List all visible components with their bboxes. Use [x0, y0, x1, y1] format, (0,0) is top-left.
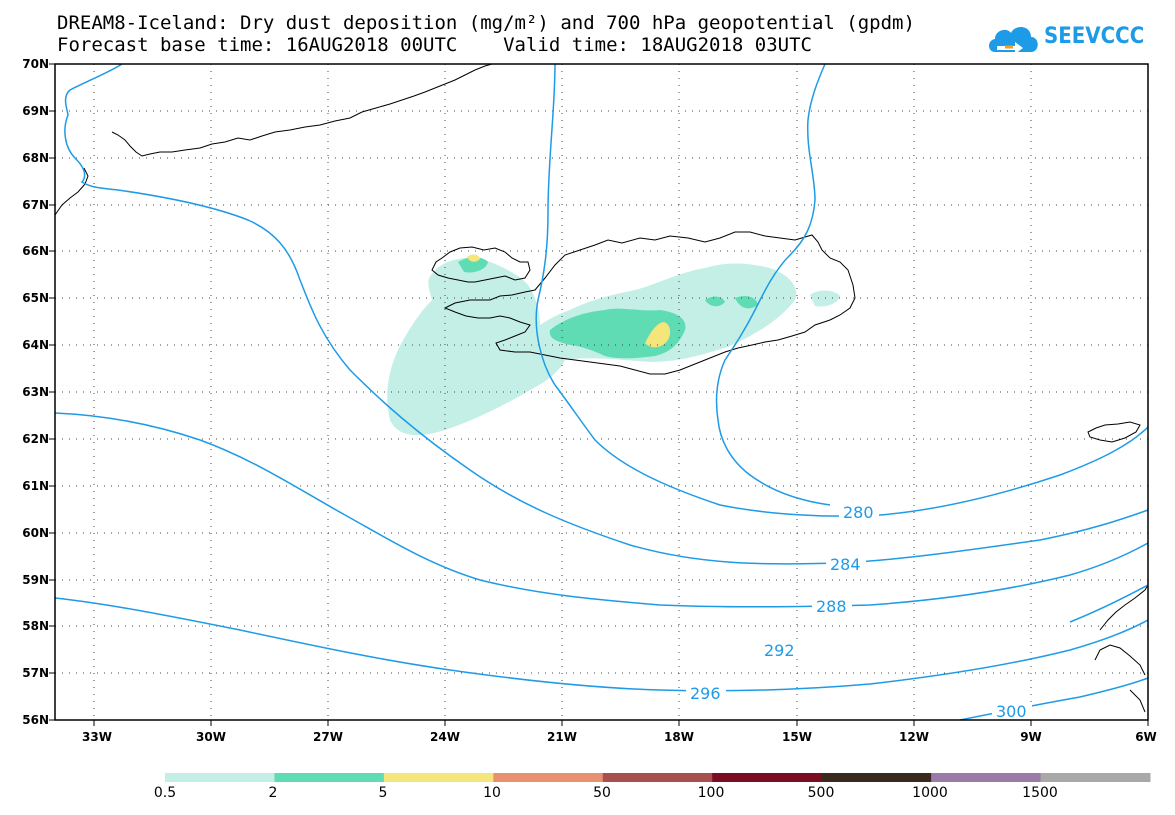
lat-label-56n: 56N: [22, 713, 49, 727]
lon-label-18w: 18W: [664, 730, 694, 744]
lon-label-6w: 6W: [1135, 730, 1157, 744]
contour-label-280: 280: [843, 503, 874, 522]
lat-label-61n: 61N: [22, 479, 49, 493]
legend-swatch-1: [274, 773, 385, 782]
legend-label-2: 2: [268, 785, 278, 801]
contour-label-296: 296: [690, 684, 721, 703]
legend-label-500: 500: [807, 785, 835, 801]
map-title: DREAM8-Iceland: Dry dust deposition (mg/…: [57, 12, 915, 34]
legend-swatch-0: [165, 773, 275, 782]
legend-label-50: 50: [593, 785, 611, 801]
legend-swatch-7: [931, 773, 1042, 782]
lon-label-30w: 30W: [196, 730, 226, 744]
lon-label-21w: 21W: [547, 730, 577, 744]
lon-label-24w: 24W: [430, 730, 460, 744]
legend-swatch-6: [821, 773, 932, 782]
dust-deposition-shading: [387, 254, 840, 436]
lat-label-70n: 70N: [22, 57, 49, 71]
lat-label-69n: 69N: [22, 104, 49, 118]
cloud-arrow-icon: [989, 27, 1038, 54]
legend-colorbar: [165, 773, 1151, 782]
lon-label-27w: 27W: [313, 730, 343, 744]
legend-swatch-4: [602, 773, 713, 782]
lat-label-64n: 64N: [22, 338, 49, 352]
lat-label-65n: 65N: [22, 291, 49, 305]
contour-label-288: 288: [816, 597, 847, 616]
legend-label-100: 100: [697, 785, 725, 801]
lat-label-59n: 59N: [22, 573, 49, 587]
lat-label-67n: 67N: [22, 198, 49, 212]
contour-label-284: 284: [830, 555, 861, 574]
lat-label-62n: 62N: [22, 432, 49, 446]
legend-label-1500: 1500: [1022, 785, 1058, 801]
legend-swatch-3: [493, 773, 604, 782]
map-subtitle: Forecast base time: 16AUG2018 00UTC Vali…: [57, 34, 812, 56]
geopotential-contours: [54, 63, 1149, 721]
legend-swatch-2: [383, 773, 494, 782]
lon-label-33w: 33W: [82, 730, 112, 744]
lat-label-68n: 68N: [22, 151, 49, 165]
logo-text: SEEVCCC: [1044, 24, 1145, 49]
coastlines: [54, 63, 1149, 713]
legend-swatch-5: [712, 773, 823, 782]
legend-swatch-8: [1040, 773, 1151, 782]
lon-label-12w: 12W: [899, 730, 929, 744]
seevccc-logo: SEEVCCC: [985, 18, 1155, 58]
legend-label-0-5: 0.5: [153, 785, 177, 801]
graticule: [55, 64, 1148, 720]
lat-label-66n: 66N: [22, 244, 49, 258]
lat-label-63n: 63N: [22, 385, 49, 399]
contour-label-300: 300: [996, 702, 1027, 721]
legend-label-5: 5: [378, 785, 388, 801]
lat-label-57n: 57N: [22, 666, 49, 680]
lat-label-58n: 58N: [22, 619, 49, 633]
axis-ticks: [49, 63, 1149, 726]
legend-label-10: 10: [483, 785, 501, 801]
contour-labels: 280 284 288 292 296 300: [686, 503, 1032, 721]
lat-label-60n: 60N: [22, 526, 49, 540]
contour-label-292: 292: [764, 641, 795, 660]
legend-label-1000: 1000: [912, 785, 948, 801]
lon-label-15w: 15W: [782, 730, 812, 744]
lon-label-9w: 9W: [1020, 730, 1042, 744]
